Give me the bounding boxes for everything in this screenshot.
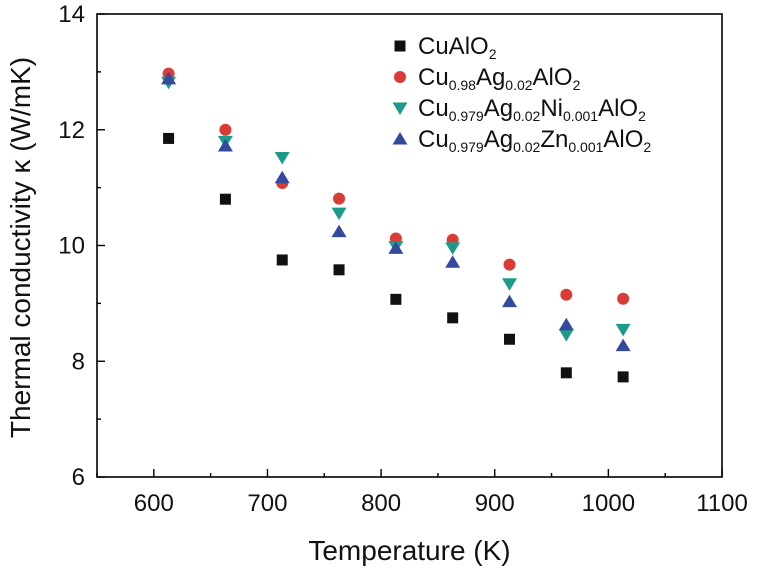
data-point [274, 170, 290, 184]
y-tick-label: 14 [58, 1, 85, 28]
legend-marker [392, 132, 408, 145]
data-point [331, 224, 347, 238]
legend-label: CuAlO2 [418, 33, 497, 62]
data-point [333, 264, 345, 276]
data-markers [161, 67, 631, 383]
x-axis-title: Temperature (K) [308, 535, 510, 566]
y-axis-title: Thermal conductivity κ (W/mK) [5, 57, 36, 438]
plot-border [96, 13, 723, 478]
data-point [388, 241, 404, 254]
data-point [219, 193, 231, 205]
y-tick-label: 6 [72, 464, 85, 491]
data-point [502, 294, 517, 308]
data-point [274, 152, 290, 165]
data-point [617, 371, 629, 383]
data-point [504, 333, 515, 345]
legend-marker [394, 40, 406, 52]
y-tick-label: 10 [58, 233, 85, 260]
data-point [558, 317, 574, 331]
data-point [445, 242, 461, 255]
legend-label: Cu0.979Ag0.02Ni0.001AlO2 [418, 95, 646, 124]
y-tick-label: 12 [58, 117, 85, 144]
data-point [217, 138, 233, 152]
legend-marker [394, 71, 406, 83]
data-point [617, 292, 630, 305]
data-point [560, 367, 572, 379]
x-tick-label: 800 [361, 490, 401, 517]
data-point [161, 71, 177, 85]
data-point [558, 329, 574, 342]
data-point [276, 254, 288, 266]
series-0-markers [163, 132, 629, 383]
data-point [615, 323, 631, 337]
series-3-markers [161, 71, 631, 352]
data-point [445, 255, 461, 268]
data-point [503, 258, 516, 271]
x-tick-label: 900 [475, 490, 515, 517]
data-point [219, 123, 232, 136]
data-point [502, 278, 517, 291]
legend-label: Cu0.98Ag0.02AlO2 [418, 64, 581, 93]
data-point [333, 192, 346, 205]
plot-frame [96, 13, 723, 478]
data-point [447, 312, 459, 324]
data-point [615, 338, 631, 352]
x-axis-ticks: 600 700 800 900 1000 1100 [96, 469, 748, 517]
legend: CuAlO2Cu0.98Ag0.02AlO2Cu0.979Ag0.02Ni0.0… [392, 33, 651, 155]
legend-marker [392, 102, 408, 115]
y-axis-ticks: 6 8 10 12 14 [58, 1, 105, 491]
data-point [390, 293, 402, 305]
x-tick-label: 1000 [582, 490, 635, 517]
x-tick-label: 700 [247, 490, 287, 517]
data-point [163, 132, 175, 144]
data-point [331, 207, 347, 221]
data-point [560, 288, 573, 301]
y-tick-label: 8 [72, 348, 85, 375]
legend-label: Cu0.979Ag0.02Zn0.001AlO2 [418, 126, 651, 155]
x-tick-label: 1100 [696, 490, 748, 517]
x-tick-label: 600 [134, 490, 174, 517]
